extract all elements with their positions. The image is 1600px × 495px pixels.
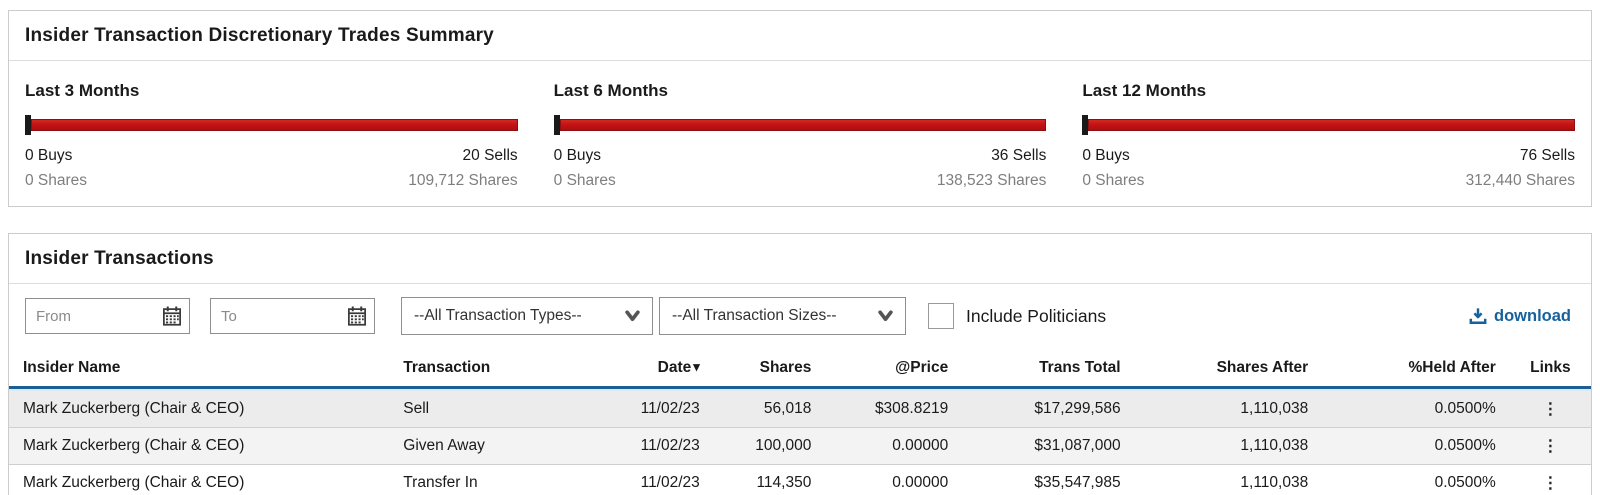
transaction-cell: Given Away [389,428,618,465]
col-header-shares-after[interactable]: Shares After [1134,349,1323,389]
table-row: Mark Zuckerberg (Chair & CEO) Given Away… [9,428,1591,465]
sells-count: 36 Sells [991,147,1047,164]
pct-held-cell: 0.0500% [1322,389,1510,428]
trans-total-cell: $17,299,586 [962,389,1135,428]
date-cell: 11/02/23 [617,465,713,495]
insider-transactions-card: Insider Transactions [8,233,1592,495]
buy-sell-bar [553,114,1047,136]
pct-held-cell: 0.0500% [1322,465,1510,495]
col-header-trans-total[interactable]: Trans Total [962,349,1135,389]
transaction-sizes-value: --All Transaction Sizes-- [672,307,837,324]
shares-after-cell: 1,110,038 [1134,428,1323,465]
download-icon [1469,308,1487,324]
download-link[interactable]: download [1469,307,1571,326]
sell-shares: 138,523 Shares [936,172,1047,189]
shares-cell: 114,350 [714,465,826,495]
from-date-input[interactable] [25,298,190,334]
buys-count: 0 Buys [553,147,602,164]
sells-count: 76 Sells [1519,147,1576,164]
col-header-date[interactable]: Date ▾ [617,349,714,389]
col-header-links[interactable]: Links [1509,349,1591,389]
kebab-menu-icon[interactable]: ⋮ [1542,401,1559,418]
period-label: Last 12 Months [1082,81,1207,100]
buys-count: 0 Buys [25,147,73,164]
buy-sell-bar [25,114,518,136]
transaction-types-dropdown[interactable]: --All Transaction Types-- [401,297,653,335]
buys-bar-segment [553,115,560,135]
col-header-transaction[interactable]: Transaction [389,349,618,389]
kebab-menu-icon[interactable]: ⋮ [1542,438,1559,455]
filter-bar: --All Transaction Types-- --All Transact… [9,284,1591,349]
shares-cell: 56,018 [713,389,826,428]
date-cell: 11/02/23 [617,389,714,428]
buy-shares: 0 Shares [553,172,616,189]
col-header-shares[interactable]: Shares [713,349,826,389]
buys-bar-segment [1082,115,1089,135]
shares-cell: 100,000 [713,428,826,465]
chevron-down-icon [878,310,893,322]
buy-sell-bar [1082,114,1576,136]
transaction-cell: Sell [389,389,618,428]
buys-count: 0 Buys [1082,147,1130,164]
price-cell: 0.00000 [825,465,962,495]
from-date-field [25,298,190,334]
insider-transactions-table: Insider Name Transaction Date ▾ Shares @P… [9,349,1591,495]
buy-shares: 0 Shares [1082,172,1145,189]
download-label: download [1494,306,1571,325]
sort-desc-icon: ▾ [693,359,700,374]
col-header-pct-held-after[interactable]: %Held After [1322,349,1510,389]
transaction-cell: Transfer In [389,465,617,495]
buys-bar-segment [25,115,31,135]
kebab-menu-icon[interactable]: ⋮ [1542,475,1559,492]
transaction-types-value: --All Transaction Types-- [414,307,582,324]
table-header-row: Insider Name Transaction Date ▾ Shares @P… [9,349,1591,389]
col-header-insider-name[interactable]: Insider Name [9,349,390,389]
transactions-card-title: Insider Transactions [9,234,1591,284]
shares-after-cell: 1,110,038 [1135,465,1323,495]
sell-shares: 312,440 Shares [1465,172,1576,189]
trans-total-cell: $35,547,985 [962,465,1134,495]
period-label: Last 6 Months [553,81,668,100]
sells-bar-segment [1088,119,1576,131]
table-row: Mark Zuckerberg (Chair & CEO) Transfer I… [9,465,1591,495]
to-date-field [210,298,375,334]
insider-name-cell: Mark Zuckerberg (Chair & CEO) [9,465,389,495]
summary-card: Insider Transaction Discretionary Trades… [8,10,1592,207]
price-cell: 0.00000 [825,428,963,465]
period-last-3-months: Last 3 Months 0 Buys 20 Sells 0 Shares 1… [25,75,518,190]
pct-held-cell: 0.0500% [1322,428,1510,465]
date-cell: 11/02/23 [617,428,714,465]
summary-card-title: Insider Transaction Discretionary Trades… [9,11,1591,61]
summary-periods: Last 3 Months 0 Buys 20 Sells 0 Shares 1… [9,61,1591,206]
include-politicians-label: Include Politicians [966,305,1107,326]
transaction-sizes-dropdown[interactable]: --All Transaction Sizes-- [659,297,906,335]
sells-bar-segment [559,119,1047,131]
to-date-input[interactable] [210,298,375,334]
buy-shares: 0 Shares [25,172,88,189]
insider-name-cell: Mark Zuckerberg (Chair & CEO) [9,389,390,428]
sells-bar-segment [31,119,518,131]
shares-after-cell: 1,110,038 [1134,389,1323,428]
period-label: Last 3 Months [25,81,140,100]
sells-count: 20 Sells [462,147,518,164]
price-cell: $308.8219 [825,389,963,428]
include-politicians-checkbox[interactable] [928,303,954,329]
period-last-12-months: Last 12 Months 0 Buys 76 Sells 0 Shares … [1082,75,1576,190]
col-header-price[interactable]: @Price [825,349,963,389]
table-row: Mark Zuckerberg (Chair & CEO) Sell 11/02… [9,389,1591,428]
trans-total-cell: $31,087,000 [962,428,1135,465]
sell-shares: 109,712 Shares [408,172,518,189]
insider-name-cell: Mark Zuckerberg (Chair & CEO) [9,428,390,465]
period-last-6-months: Last 6 Months 0 Buys 36 Sells 0 Shares 1… [553,75,1047,190]
chevron-down-icon [625,310,640,322]
